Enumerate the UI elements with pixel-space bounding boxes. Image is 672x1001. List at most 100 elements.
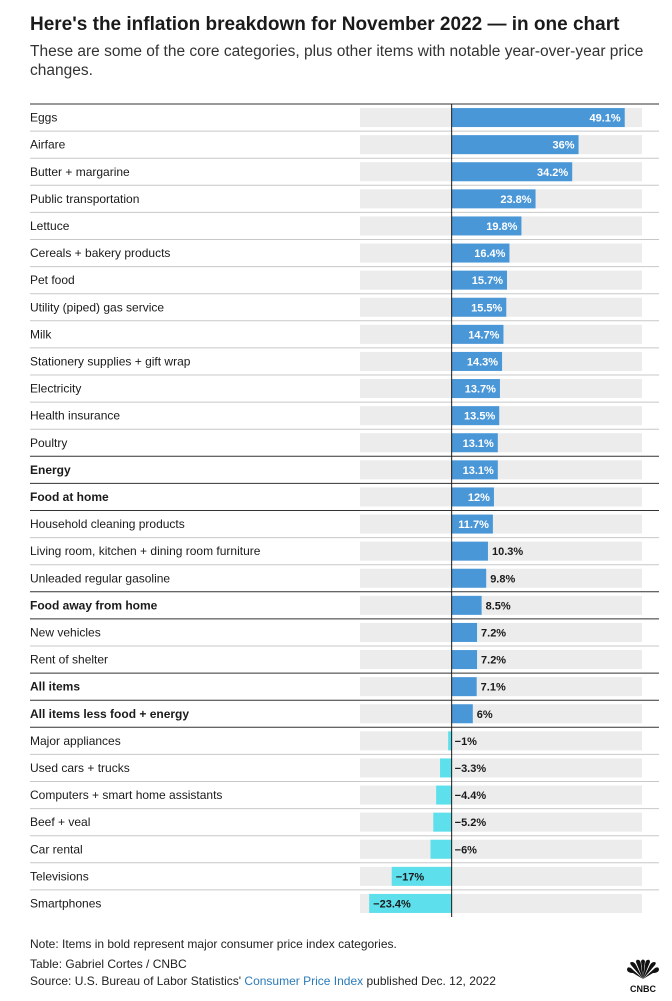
value-label: 16.4% [474,248,505,260]
category-label: Car rental [30,842,83,856]
value-label: 36% [553,140,575,152]
value-label: 15.5% [471,302,502,314]
category-label: Poultry [30,436,67,450]
category-label: Butter + margarine [30,165,130,179]
bar [451,487,494,507]
value-label: 13.1% [463,438,494,450]
bar [451,324,504,344]
bar [369,893,452,913]
bar-track [360,677,642,697]
value-label: 13.7% [465,384,496,396]
bar [433,812,452,832]
category-label: All items [30,680,80,694]
bar [451,541,488,561]
bar-track [360,622,642,642]
bar-track [360,595,642,615]
value-label: −1% [455,736,478,748]
value-label: −4.4% [455,790,487,802]
value-label: 11.7% [458,519,489,531]
bar [451,379,500,399]
category-label: Smartphones [30,896,101,910]
bar-track [360,568,642,588]
category-label: Airfare [30,138,66,152]
category-label: Rent of shelter [30,653,108,667]
bar [451,135,579,155]
value-label: 14.7% [468,329,499,341]
value-label: 8.5% [486,600,511,612]
bar [451,189,536,209]
category-label: Cereals + bakery products [30,246,170,260]
bar [451,108,625,128]
value-label: −17% [396,871,425,883]
category-label: Food away from home [30,598,158,612]
bar [448,731,452,751]
bar-track [360,460,642,480]
value-label: 7.2% [481,627,506,639]
category-label: Pet food [30,273,75,287]
bar [451,622,478,642]
value-label: 13.5% [464,411,495,423]
bar-track [360,541,642,561]
bar-track [360,785,642,805]
bar [451,650,478,670]
category-label: Stationery supplies + gift wrap [30,354,191,368]
bar [391,866,452,886]
bar-track [360,406,642,426]
category-label: Living room, kitchen + dining room furni… [30,544,261,558]
value-label: 7.2% [481,655,506,667]
value-label: −23.4% [373,898,411,910]
category-label: Eggs [30,111,57,125]
bar [451,677,477,697]
bar [436,785,452,805]
bar-track [360,487,642,507]
bar [451,162,573,182]
bar [451,297,507,317]
footnote: Note: Items in bold represent major cons… [30,937,397,951]
source-suffix: published Dec. 12, 2022 [366,974,496,988]
category-label: Lettuce [30,219,70,233]
bar-track [360,379,642,399]
value-label: −5.2% [455,817,487,829]
category-label: Unleaded regular gasoline [30,571,170,585]
value-label: 12% [468,492,490,504]
value-label: 14.3% [467,356,498,368]
bar [451,243,510,263]
bar-track [360,514,642,534]
bar [451,460,498,480]
chart-title: Here's the inflation breakdown for Novem… [30,14,620,35]
bar-track [360,812,642,832]
value-label: −6% [455,844,478,856]
bar [430,839,452,859]
bar-track [360,433,642,453]
value-label: 49.1% [590,113,621,125]
value-label: −3.3% [455,763,487,775]
category-label: All items less food + energy [30,707,189,721]
category-label: Beef + veal [30,815,90,829]
value-label: 19.8% [486,221,517,233]
category-label: Used cars + trucks [30,761,130,775]
bar [451,406,500,426]
value-label: 7.1% [481,682,506,694]
category-label: New vehicles [30,625,101,639]
table-credit: Table: Gabriel Cortes / CNBC [30,957,187,971]
category-label: Major appliances [30,734,121,748]
category-label: Milk [30,327,52,341]
category-label: Computers + smart home assistants [30,788,222,802]
value-label: 10.3% [492,546,523,558]
bar-track [360,650,642,670]
category-label: Household cleaning products [30,517,185,531]
source-line: Source: U.S. Bureau of Labor Statistics'… [30,974,496,988]
value-label: 13.1% [463,465,494,477]
inflation-bar-chart: Eggs 49.1% Airfare 36% Butter + margarine 34.… [30,103,659,917]
cnbc-peacock-logo-icon: CNBC [627,959,659,994]
value-label: 23.8% [500,194,531,206]
category-label: Food at home [30,490,109,504]
category-label: Public transportation [30,192,139,206]
source-link[interactable]: Consumer Price Index [244,974,364,988]
bar-track [360,731,642,751]
bar [451,595,482,615]
category-label: Televisions [30,869,89,883]
cnbc-logo-text: CNBC [630,984,656,994]
bar [451,704,473,724]
value-label: 9.8% [490,573,515,585]
